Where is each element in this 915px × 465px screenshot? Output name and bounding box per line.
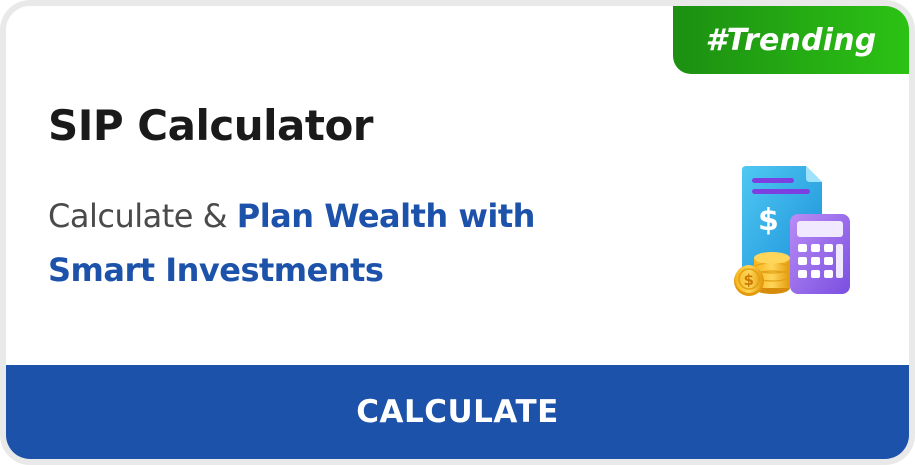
subtitle-plain-text: Calculate & bbox=[48, 197, 237, 235]
subtitle-highlight-line-2: Smart Investments bbox=[48, 251, 384, 289]
subtitle-highlight-line-1: Plan Wealth with bbox=[236, 197, 536, 235]
card-subtitle: Calculate & Plan Wealth with Smart Invest… bbox=[48, 189, 648, 297]
coin-dollar-symbol: $ bbox=[744, 271, 754, 289]
calculator-document-coins-icon: $ bbox=[734, 166, 850, 296]
calculate-button[interactable]: CALCULATE bbox=[6, 365, 909, 459]
calculator-shape bbox=[790, 214, 850, 294]
front-coin: $ bbox=[734, 265, 764, 296]
dollar-symbol: $ bbox=[758, 203, 779, 238]
card-body: #Trending SIP Calculator Calculate & Pla… bbox=[6, 6, 909, 459]
trending-badge: #Trending bbox=[673, 6, 909, 74]
card-title: SIP Calculator bbox=[48, 101, 374, 150]
